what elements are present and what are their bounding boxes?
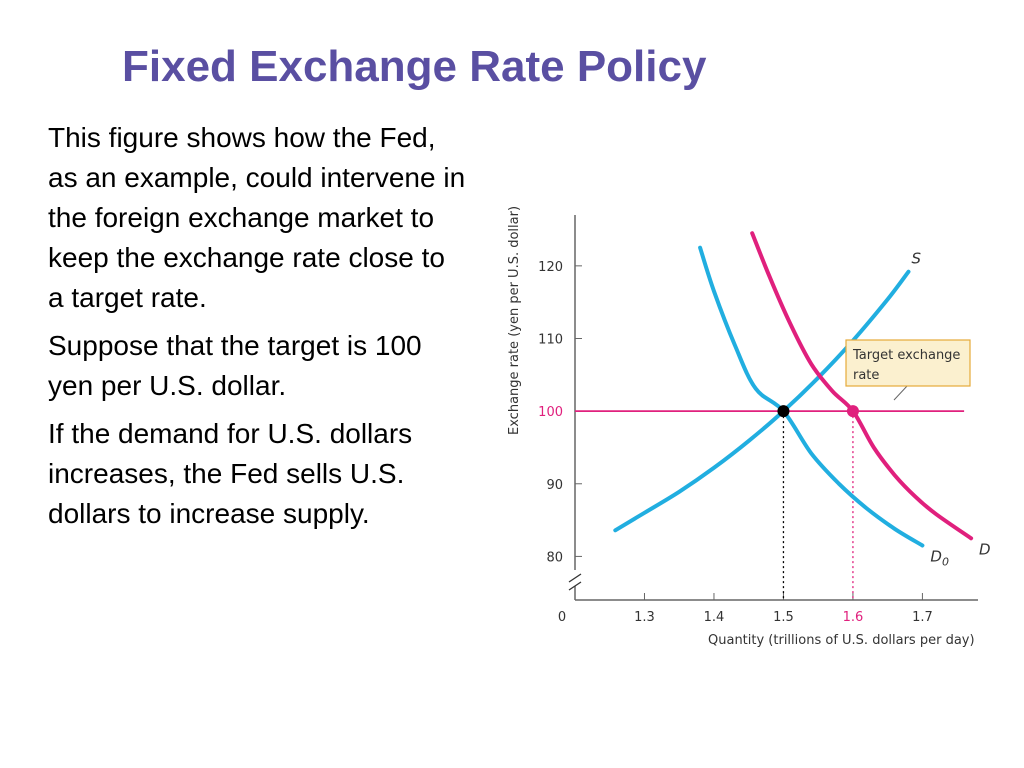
y-tick-label: 120 [538,260,563,275]
y-tick-label: 90 [546,478,563,493]
paragraph-figure-description: This figure shows how the Fed, as an exa… [48,122,466,313]
callout-pointer [893,384,909,401]
y-axis-label: Exchange rate (yen per U.S. dollar) [507,206,522,435]
chart-ticks: 80 90 100 110 120 0 1.3 1.4 1.5 1.6 1.7 [538,260,933,625]
x-tick-label: 1.6 [843,610,864,625]
equilibrium-point [777,405,790,418]
curve-label-d0: D0 [930,548,949,569]
chart-guides [575,410,965,600]
callout-box [845,339,971,387]
exchange-rate-chart: 80 90 100 110 120 0 1.3 1.4 1.5 1.6 1.7 S D0 D1 Targ… [507,206,990,648]
chart-axes [568,215,978,601]
axis-break-mark-2 [568,581,582,591]
callout-text-line1: Target exchange [852,348,960,363]
chart-series: S D0 D1 [613,231,990,569]
curve-s [613,269,911,533]
paragraph-fed-action: If the demand for U.S. dollars increases… [48,418,413,529]
slide-body: This figure shows how the Fed, as an exa… [48,118,468,542]
chart-points [777,405,859,418]
x-tick-label: 1.4 [704,610,725,625]
curve-label-d1: D1 [979,540,990,561]
paragraph-target-rate: Suppose that the target is 100 yen per U… [48,330,422,401]
x-tick-label: 1.7 [912,610,933,625]
x-tick-label: 1.3 [634,610,655,625]
x-tick-label: 0 [558,610,566,625]
y-tick-label: 100 [538,405,563,420]
curve-d0 [698,245,925,548]
axis-break-mark-1 [568,573,582,583]
x-tick-label: 1.5 [773,610,794,625]
y-tick-label: 80 [546,550,563,565]
slide-title: Fixed Exchange Rate Policy [122,42,707,91]
x-axis-label: Quantity (trillions of U.S. dollars per … [708,633,975,648]
callout-text-line2: rate [853,368,879,383]
curve-label-s: S [912,250,922,268]
equilibrium-point [846,405,859,418]
target-callout: Target exchange rate [845,339,971,401]
y-tick-label: 110 [538,332,563,347]
